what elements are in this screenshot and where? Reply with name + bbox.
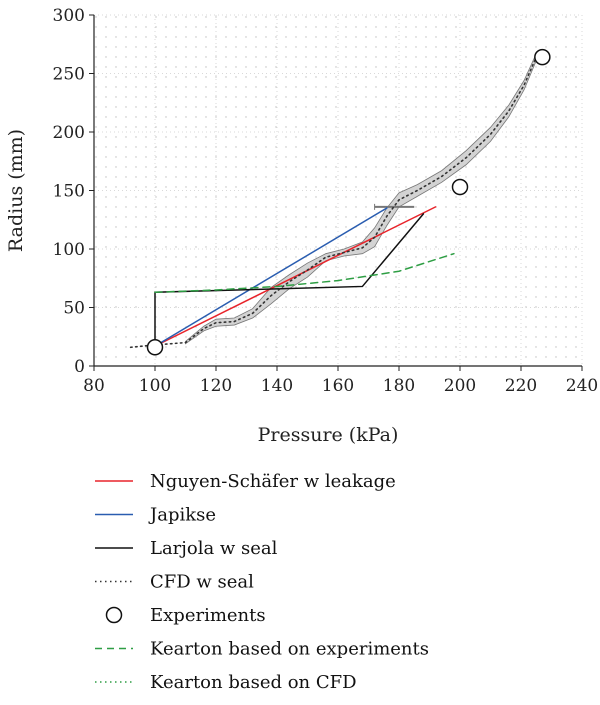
y-tick-label: 300 <box>53 6 85 26</box>
y-tick-label: 0 <box>74 357 85 377</box>
legend-label: Japikse <box>148 505 216 526</box>
y-tick-label: 200 <box>53 123 85 143</box>
x-axis-title: Pressure (kPa) <box>258 424 399 446</box>
y-axis-title: Radius (mm) <box>5 129 27 252</box>
x-tick-label: 80 <box>83 376 105 396</box>
y-tick-label: 50 <box>63 299 85 319</box>
x-tick-label: 140 <box>261 376 293 396</box>
y-tick-label: 250 <box>53 65 85 85</box>
x-tick-label: 220 <box>505 376 537 396</box>
y-tick-label: 100 <box>53 240 85 260</box>
legend-label: CFD w seal <box>150 572 254 593</box>
series-line-6 <box>154 252 455 294</box>
legend-label: Experiments <box>150 605 266 626</box>
x-tick-label: 180 <box>383 376 415 396</box>
x-tick-label: 240 <box>566 376 598 396</box>
x-tick-label: 120 <box>200 376 232 396</box>
experiment-point <box>146 339 164 356</box>
legend-label: Kearton based on experiments <box>150 639 429 660</box>
y-tick-label: 150 <box>53 182 85 202</box>
x-tick-label: 100 <box>139 376 171 396</box>
legend-marker <box>105 606 123 624</box>
legend: Nguyen-Schäfer w leakage Japikse Larjola w… <box>95 471 429 693</box>
experiment-point <box>451 178 469 196</box>
legend-label: Kearton based on CFD <box>150 672 357 693</box>
plot-area: 80 100 120 140 160 180 200 220 240 0 50 100 150 200 25… <box>5 6 598 446</box>
series-line-1 <box>154 206 437 347</box>
legend-label: Larjola w seal <box>150 538 278 559</box>
x-tick-label: 160 <box>322 376 354 396</box>
series-line-4 <box>129 56 538 349</box>
experiment-point <box>534 48 551 66</box>
legend-label: Nguyen-Schäfer w leakage <box>150 471 396 492</box>
series-line-3 <box>154 213 425 347</box>
series-line-2 <box>154 207 388 347</box>
x-tick-label: 200 <box>444 376 476 396</box>
